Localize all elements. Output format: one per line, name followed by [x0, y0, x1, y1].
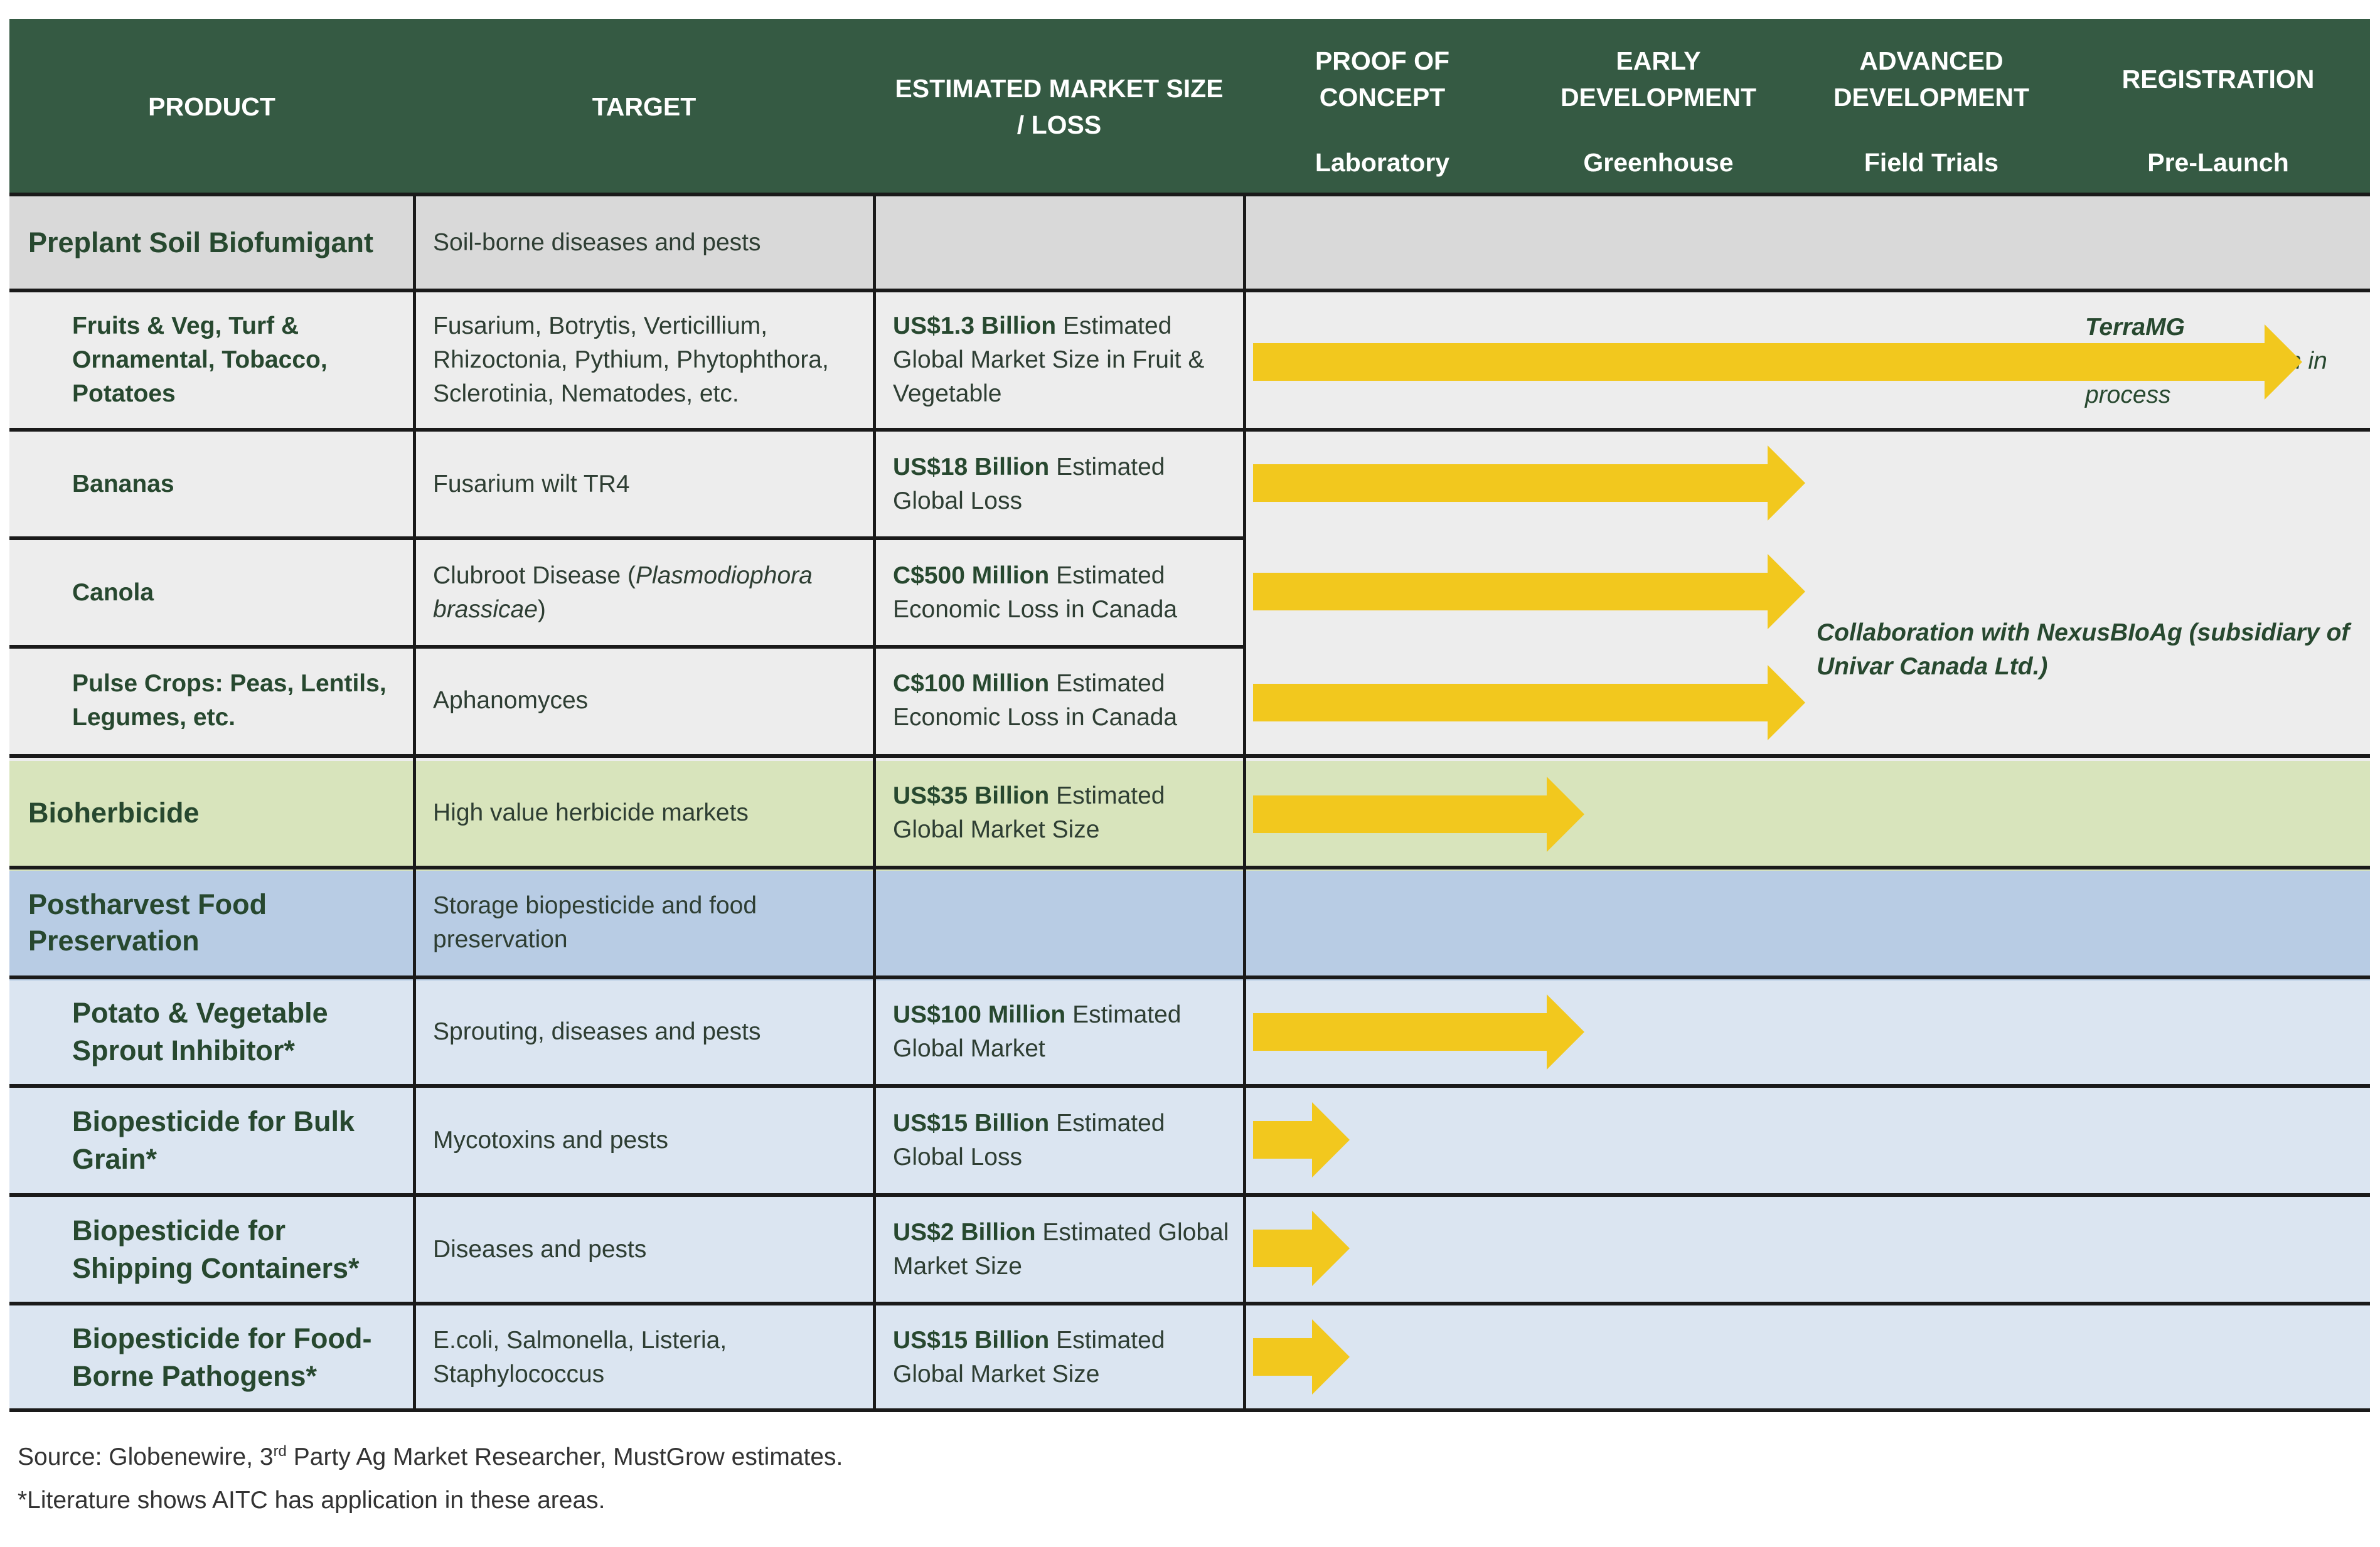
target-row-0: Soil-borne diseases and pests: [433, 228, 761, 256]
market-row-9: US$2 Billion Estimated Global Market Siz…: [893, 1218, 1229, 1280]
column-divider: [1243, 194, 1246, 1411]
divider: [9, 1302, 2370, 1305]
market-row-1: US$1.3 Billion Estimated Global Market S…: [893, 312, 1205, 407]
column-divider: [873, 194, 876, 1411]
product-bananas: Bananas: [72, 470, 174, 497]
header-market: ESTIMATED MARKET SIZE / LOSS: [874, 19, 1244, 194]
product-sprout-inhibitor: Potato & Vegetable Sprout Inhibitor*: [72, 996, 328, 1066]
target-row-5: High value herbicide markets: [433, 799, 749, 826]
market-row-2: US$18 Billion Estimated Global Loss: [893, 453, 1165, 514]
header-stage-registration: REGISTRATION Pre-Launch: [2066, 19, 2370, 194]
market-row-3: C$500 Million Estimated Economic Loss in…: [893, 561, 1178, 623]
market-row-4: C$100 Million Estimated Economic Loss in…: [893, 670, 1178, 731]
target-row-9: Diseases and pests: [433, 1235, 647, 1263]
product-canola: Canola: [72, 578, 154, 606]
progress-arrow-row-9: [1253, 1211, 1350, 1286]
product-pulse-crops: Pulse Crops: Peas, Lentils, Legumes, etc…: [72, 670, 387, 731]
product-bioherbicide: Bioherbicide: [28, 796, 200, 829]
progress-arrow-row-10: [1253, 1319, 1350, 1395]
product-bulk-grain: Biopesticide for Bulk Grain*: [72, 1105, 355, 1175]
progress-arrow-row-5: [1253, 777, 1584, 852]
target-row-8: Mycotoxins and pests: [433, 1127, 669, 1154]
header-target: TARGET: [414, 19, 874, 194]
progress-arrow-row-3: [1253, 554, 1805, 629]
divider: [9, 645, 1244, 649]
progress-arrow-row-4: [1253, 665, 1805, 740]
divider: [9, 289, 2370, 292]
note-collaboration: Collaboration with NexusBIoAg (subsidiar…: [1817, 619, 2350, 680]
header-stage-advanced: ADVANCED DEVELOPMENT Field Trials: [1796, 19, 2066, 194]
target-row-1: Fusarium, Botrytis, Verticillium, Rhizoc…: [433, 312, 829, 407]
product-fruits-veg: Fruits & Veg, Turf & Ornamental, Tobacco…: [72, 312, 328, 407]
divider: [9, 536, 1244, 540]
product-preplant-soil-biofumigant: Preplant Soil Biofumigant: [28, 226, 374, 258]
pipeline-table: PRODUCT TARGET ESTIMATED MARKET SIZE / L…: [9, 19, 2370, 1412]
progress-arrow-row-2: [1253, 445, 1805, 521]
target-row-10: E.coli, Salmonella, Listeria, Staphyloco…: [433, 1327, 727, 1388]
header-product: PRODUCT: [9, 19, 414, 194]
divider: [9, 428, 2370, 432]
progress-arrow-row-7: [1253, 994, 1584, 1070]
market-row-10: US$15 Billion Estimated Global Market Si…: [893, 1327, 1165, 1388]
divider: [9, 1084, 2370, 1088]
target-row-7: Sprouting, diseases and pests: [433, 1018, 761, 1045]
footer-literature: *Literature shows AITC has application i…: [18, 1487, 606, 1514]
divider: [9, 754, 2370, 758]
progress-arrow-row-8: [1253, 1102, 1350, 1178]
footer-source: Source: Globenewire, 3rd Party Ag Market…: [18, 1443, 843, 1470]
product-postharvest-food-preservation: Postharvest Food Preservation: [28, 888, 267, 957]
target-row-6: Storage biopesticide and food preservati…: [433, 891, 757, 953]
market-row-8: US$15 Billion Estimated Global Loss: [893, 1110, 1165, 1171]
divider: [9, 866, 2370, 869]
header-stage-early: EARLY DEVELOPMENT Greenhouse: [1520, 19, 1796, 194]
target-row-4: Aphanomyces: [433, 687, 589, 714]
section-bg-soil: [9, 194, 2370, 290]
market-row-5: US$35 Billion Estimated Global Market Si…: [893, 782, 1165, 843]
divider: [9, 976, 2370, 979]
divider: [9, 1193, 2370, 1197]
column-divider: [413, 194, 416, 1411]
divider: [9, 1408, 2370, 1412]
market-row-7: US$100 Million Estimated Global Market: [893, 1001, 1182, 1062]
section-bg-bioherbicide: [9, 761, 2370, 871]
progress-arrows: [1253, 324, 2302, 1395]
section-bg-postharvest: [9, 871, 2370, 981]
target-row-2: Fusarium wilt TR4: [433, 470, 630, 497]
header-stage-proof: PROOF OF CONCEPT Laboratory: [1244, 19, 1520, 194]
divider: [9, 193, 2370, 196]
target-row-3: Clubroot Disease (Plasmodiophora brassic…: [433, 561, 813, 623]
product-shipping-containers: Biopesticide for Shipping Containers*: [72, 1214, 360, 1284]
progress-arrow-row-1: [1253, 324, 2302, 400]
product-food-borne-pathogens: Biopesticide for Food-Borne Pathogens*: [72, 1322, 372, 1392]
